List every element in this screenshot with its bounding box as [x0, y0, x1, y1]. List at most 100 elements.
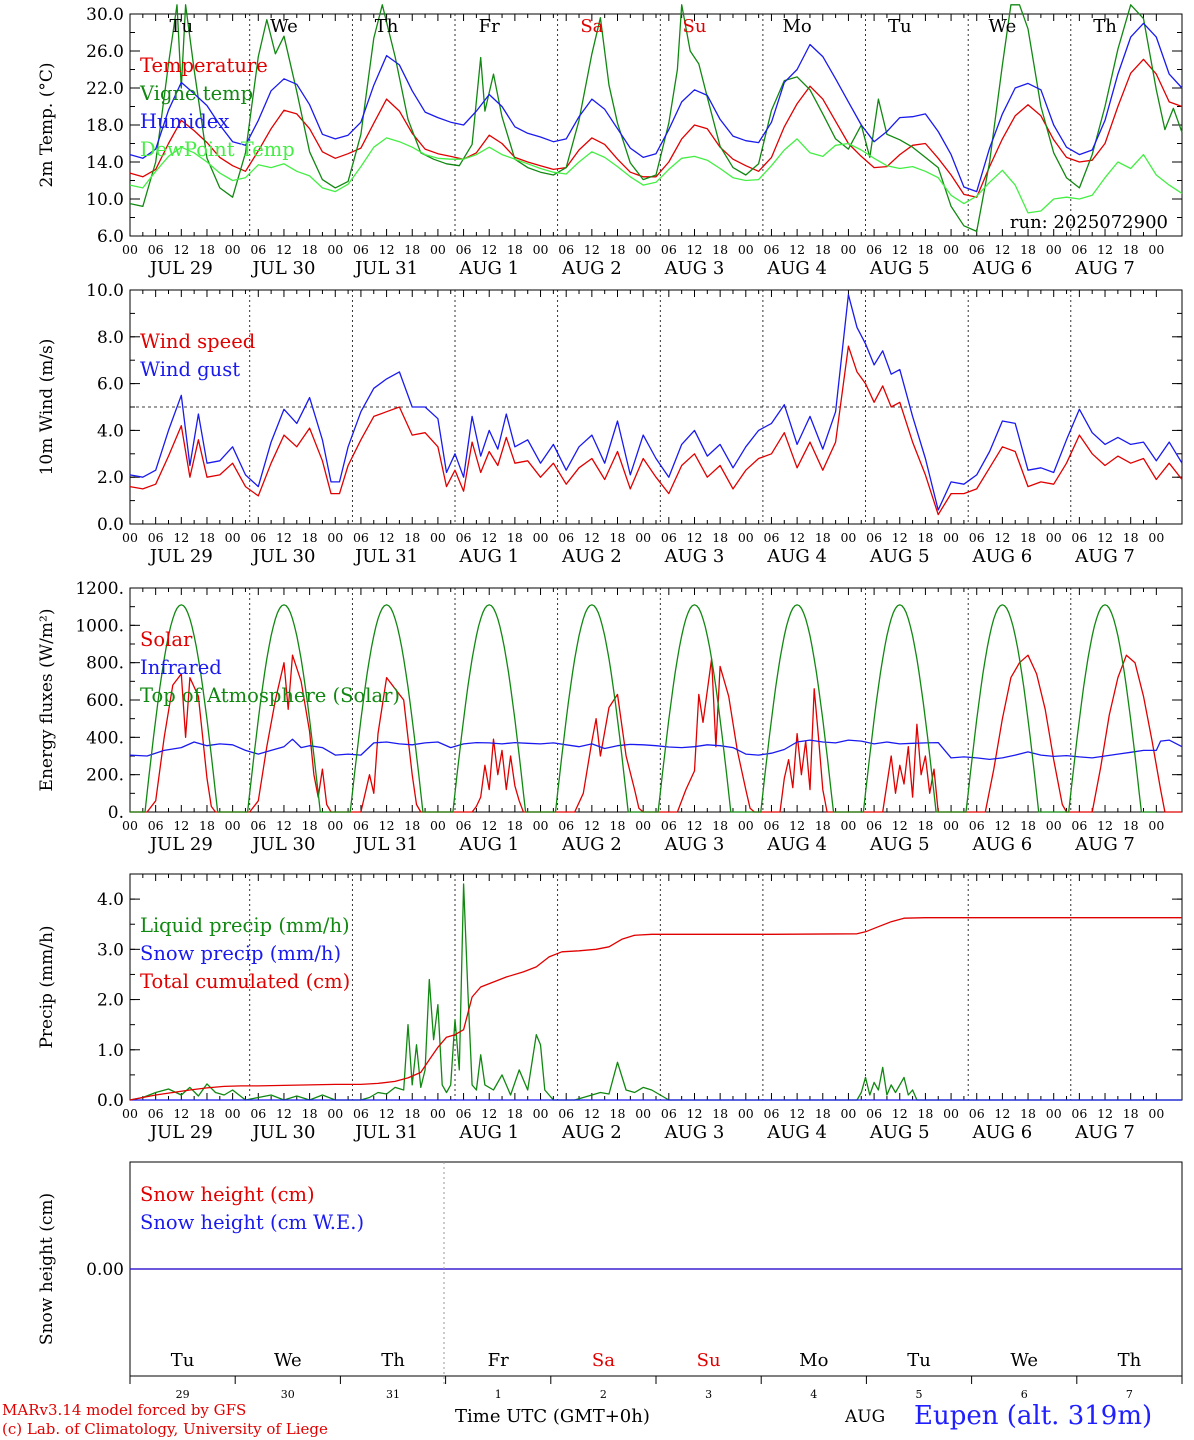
y-tick-label: 30.0 — [86, 5, 124, 25]
day-date-label: AUG 4 — [766, 546, 827, 567]
weekday-label: Tu — [171, 1350, 195, 1371]
weekday-label: We — [989, 16, 1017, 37]
hour-tick-label: 00 — [943, 1106, 959, 1121]
y-tick-label: 18.0 — [86, 116, 124, 136]
day-date-label: AUG 5 — [869, 546, 930, 567]
hour-tick-label: 18 — [302, 1106, 318, 1121]
weekday-label: Th — [1118, 1350, 1142, 1371]
y-tick-label: 10.0 — [86, 190, 124, 210]
hour-tick-label: 18 — [507, 242, 523, 257]
hour-tick-label: 18 — [917, 242, 933, 257]
day-date-label: JUL 29 — [148, 546, 213, 567]
hour-tick-label: 00 — [943, 530, 959, 545]
legend-entry: Wind gust — [140, 358, 240, 381]
legend-entry: Total cumulated (cm) — [140, 970, 350, 993]
hour-tick-label: 00 — [225, 530, 241, 545]
hour-tick-label: 00 — [122, 242, 138, 257]
day-date-label: AUG 4 — [766, 1122, 827, 1143]
hour-tick-label: 06 — [1071, 818, 1087, 833]
day-date-label: JUL 31 — [353, 258, 418, 279]
hour-tick-label: 06 — [866, 530, 882, 545]
station-label: Eupen (alt. 319m) — [914, 1401, 1153, 1431]
day-number-label: 4 — [810, 1388, 817, 1401]
hour-tick-label: 12 — [276, 530, 292, 545]
panel-5: 0.00 Snow height (cm) Snow height (cm) Snow… — [37, 1161, 1183, 1401]
series-line-total-cumulated-cm- — [129, 917, 1182, 1101]
y-tick-label: 400. — [86, 728, 124, 748]
day-number-label: 29 — [176, 1388, 190, 1401]
hour-tick-label: 00 — [1148, 242, 1164, 257]
legend-entry: Snow height (cm W.E.) — [140, 1211, 364, 1234]
y-tick-label: 14.0 — [86, 153, 124, 173]
hour-tick-label: 12 — [584, 1106, 600, 1121]
hour-tick-label: 18 — [1020, 530, 1036, 545]
hour-tick-label: 06 — [456, 530, 472, 545]
panel-4: 00 06 12 18 00 06 12 18 00 06 12 18 00 06 12 18 00 06 12 18… — [37, 873, 1183, 1143]
y-tick-label: 1000. — [75, 616, 124, 636]
hour-tick-label: 12 — [994, 818, 1010, 833]
hour-tick-label: 12 — [994, 530, 1010, 545]
hour-tick-label: 18 — [1123, 530, 1139, 545]
hour-tick-label: 06 — [661, 242, 677, 257]
hour-tick-label: 12 — [481, 530, 497, 545]
hour-tick-label: 18 — [1123, 242, 1139, 257]
hour-tick-label: 00 — [738, 1106, 754, 1121]
hour-tick-label: 18 — [815, 818, 831, 833]
hour-tick-label: 00 — [840, 818, 856, 833]
series-line-temperature — [129, 58, 1183, 198]
weekday-label: Su — [683, 16, 707, 37]
hour-tick-label: 06 — [764, 242, 780, 257]
hour-tick-label: 06 — [148, 1106, 164, 1121]
hour-tick-label: 06 — [250, 530, 266, 545]
y-tick-label: 8.0 — [97, 328, 124, 348]
day-date-label: JUL 30 — [250, 1122, 315, 1143]
y-tick-label: 0.0 — [97, 515, 124, 535]
hour-tick-label: 12 — [789, 242, 805, 257]
panel-frame — [129, 13, 1183, 237]
y-tick-label: 26.0 — [86, 42, 124, 62]
day-date-label: AUG 1 — [458, 1122, 519, 1143]
day-date-label: AUG 3 — [664, 1122, 725, 1143]
day-date-label: JUL 30 — [250, 258, 315, 279]
model-credit: MARv3.14 model forced by GFS — [2, 1401, 247, 1419]
day-date-label: AUG 7 — [1074, 546, 1135, 567]
hour-tick-label: 18 — [1020, 1106, 1036, 1121]
day-date-label: AUG 3 — [664, 258, 725, 279]
hour-tick-label: 12 — [892, 530, 908, 545]
hour-tick-label: 12 — [687, 242, 703, 257]
hour-tick-label: 12 — [379, 530, 395, 545]
hour-tick-label: 00 — [738, 242, 754, 257]
day-date-label: JUL 30 — [250, 546, 315, 567]
day-date-label: AUG 1 — [458, 834, 519, 855]
hour-tick-label: 12 — [994, 1106, 1010, 1121]
hour-tick-label: 12 — [379, 242, 395, 257]
hour-tick-label: 18 — [302, 530, 318, 545]
hour-tick-label: 18 — [712, 1106, 728, 1121]
legend-entry: Infrared — [140, 656, 222, 679]
hour-tick-label: 00 — [943, 818, 959, 833]
hour-tick-label: 12 — [892, 242, 908, 257]
hour-tick-label: 06 — [866, 1106, 882, 1121]
hour-tick-label: 00 — [430, 242, 446, 257]
hour-tick-label: 18 — [404, 818, 420, 833]
hour-tick-label: 18 — [507, 818, 523, 833]
day-date-label: AUG 1 — [458, 258, 519, 279]
day-date-label: AUG 4 — [766, 258, 827, 279]
hour-tick-label: 12 — [481, 1106, 497, 1121]
hour-tick-label: 18 — [199, 242, 215, 257]
hour-tick-label: 00 — [1148, 818, 1164, 833]
hour-tick-label: 00 — [738, 530, 754, 545]
day-date-label: AUG 1 — [458, 546, 519, 567]
legend-entry: Snow precip (mm/h) — [140, 942, 341, 965]
hour-tick-label: 06 — [148, 530, 164, 545]
hour-tick-label: 06 — [353, 1106, 369, 1121]
hour-tick-label: 12 — [687, 818, 703, 833]
hour-tick-label: 00 — [122, 818, 138, 833]
hour-tick-label: 18 — [507, 1106, 523, 1121]
hour-tick-label: 06 — [1071, 242, 1087, 257]
day-date-label: JUL 29 — [148, 834, 213, 855]
hour-tick-label: 00 — [225, 1106, 241, 1121]
weekday-label: Th — [375, 16, 399, 37]
hour-tick-label: 06 — [969, 242, 985, 257]
